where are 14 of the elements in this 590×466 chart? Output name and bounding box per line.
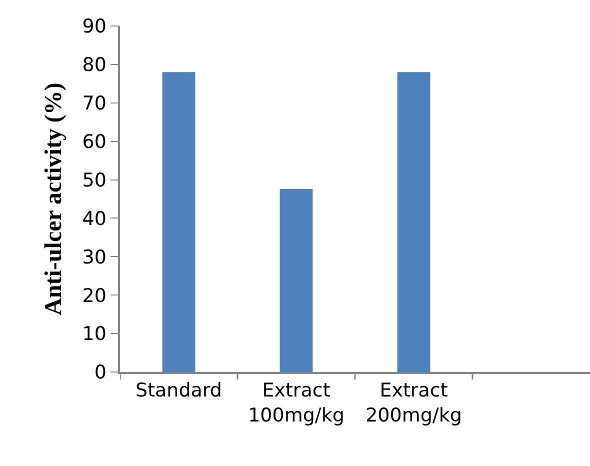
x-tick-label: Extract 100mg/kg xyxy=(248,380,344,426)
y-tick-label: 20 xyxy=(82,284,106,307)
y-tick-label: 90 xyxy=(82,16,106,38)
y-tick-label: 70 xyxy=(82,92,106,115)
y-axis-title: Anti-ulcer activity (%) xyxy=(40,82,67,316)
y-tick-label: 60 xyxy=(82,130,106,153)
y-tick-label: 40 xyxy=(82,208,106,230)
y-tick-label: 10 xyxy=(82,323,106,346)
y-tick-label: 0 xyxy=(94,362,106,384)
y-tick-label: 50 xyxy=(82,169,106,192)
x-tick-label: Standard xyxy=(136,380,222,402)
x-tick-label: Extract 200mg/kg xyxy=(366,380,462,426)
y-tick-label: 30 xyxy=(82,246,106,268)
y-tick-label: 80 xyxy=(82,54,106,76)
